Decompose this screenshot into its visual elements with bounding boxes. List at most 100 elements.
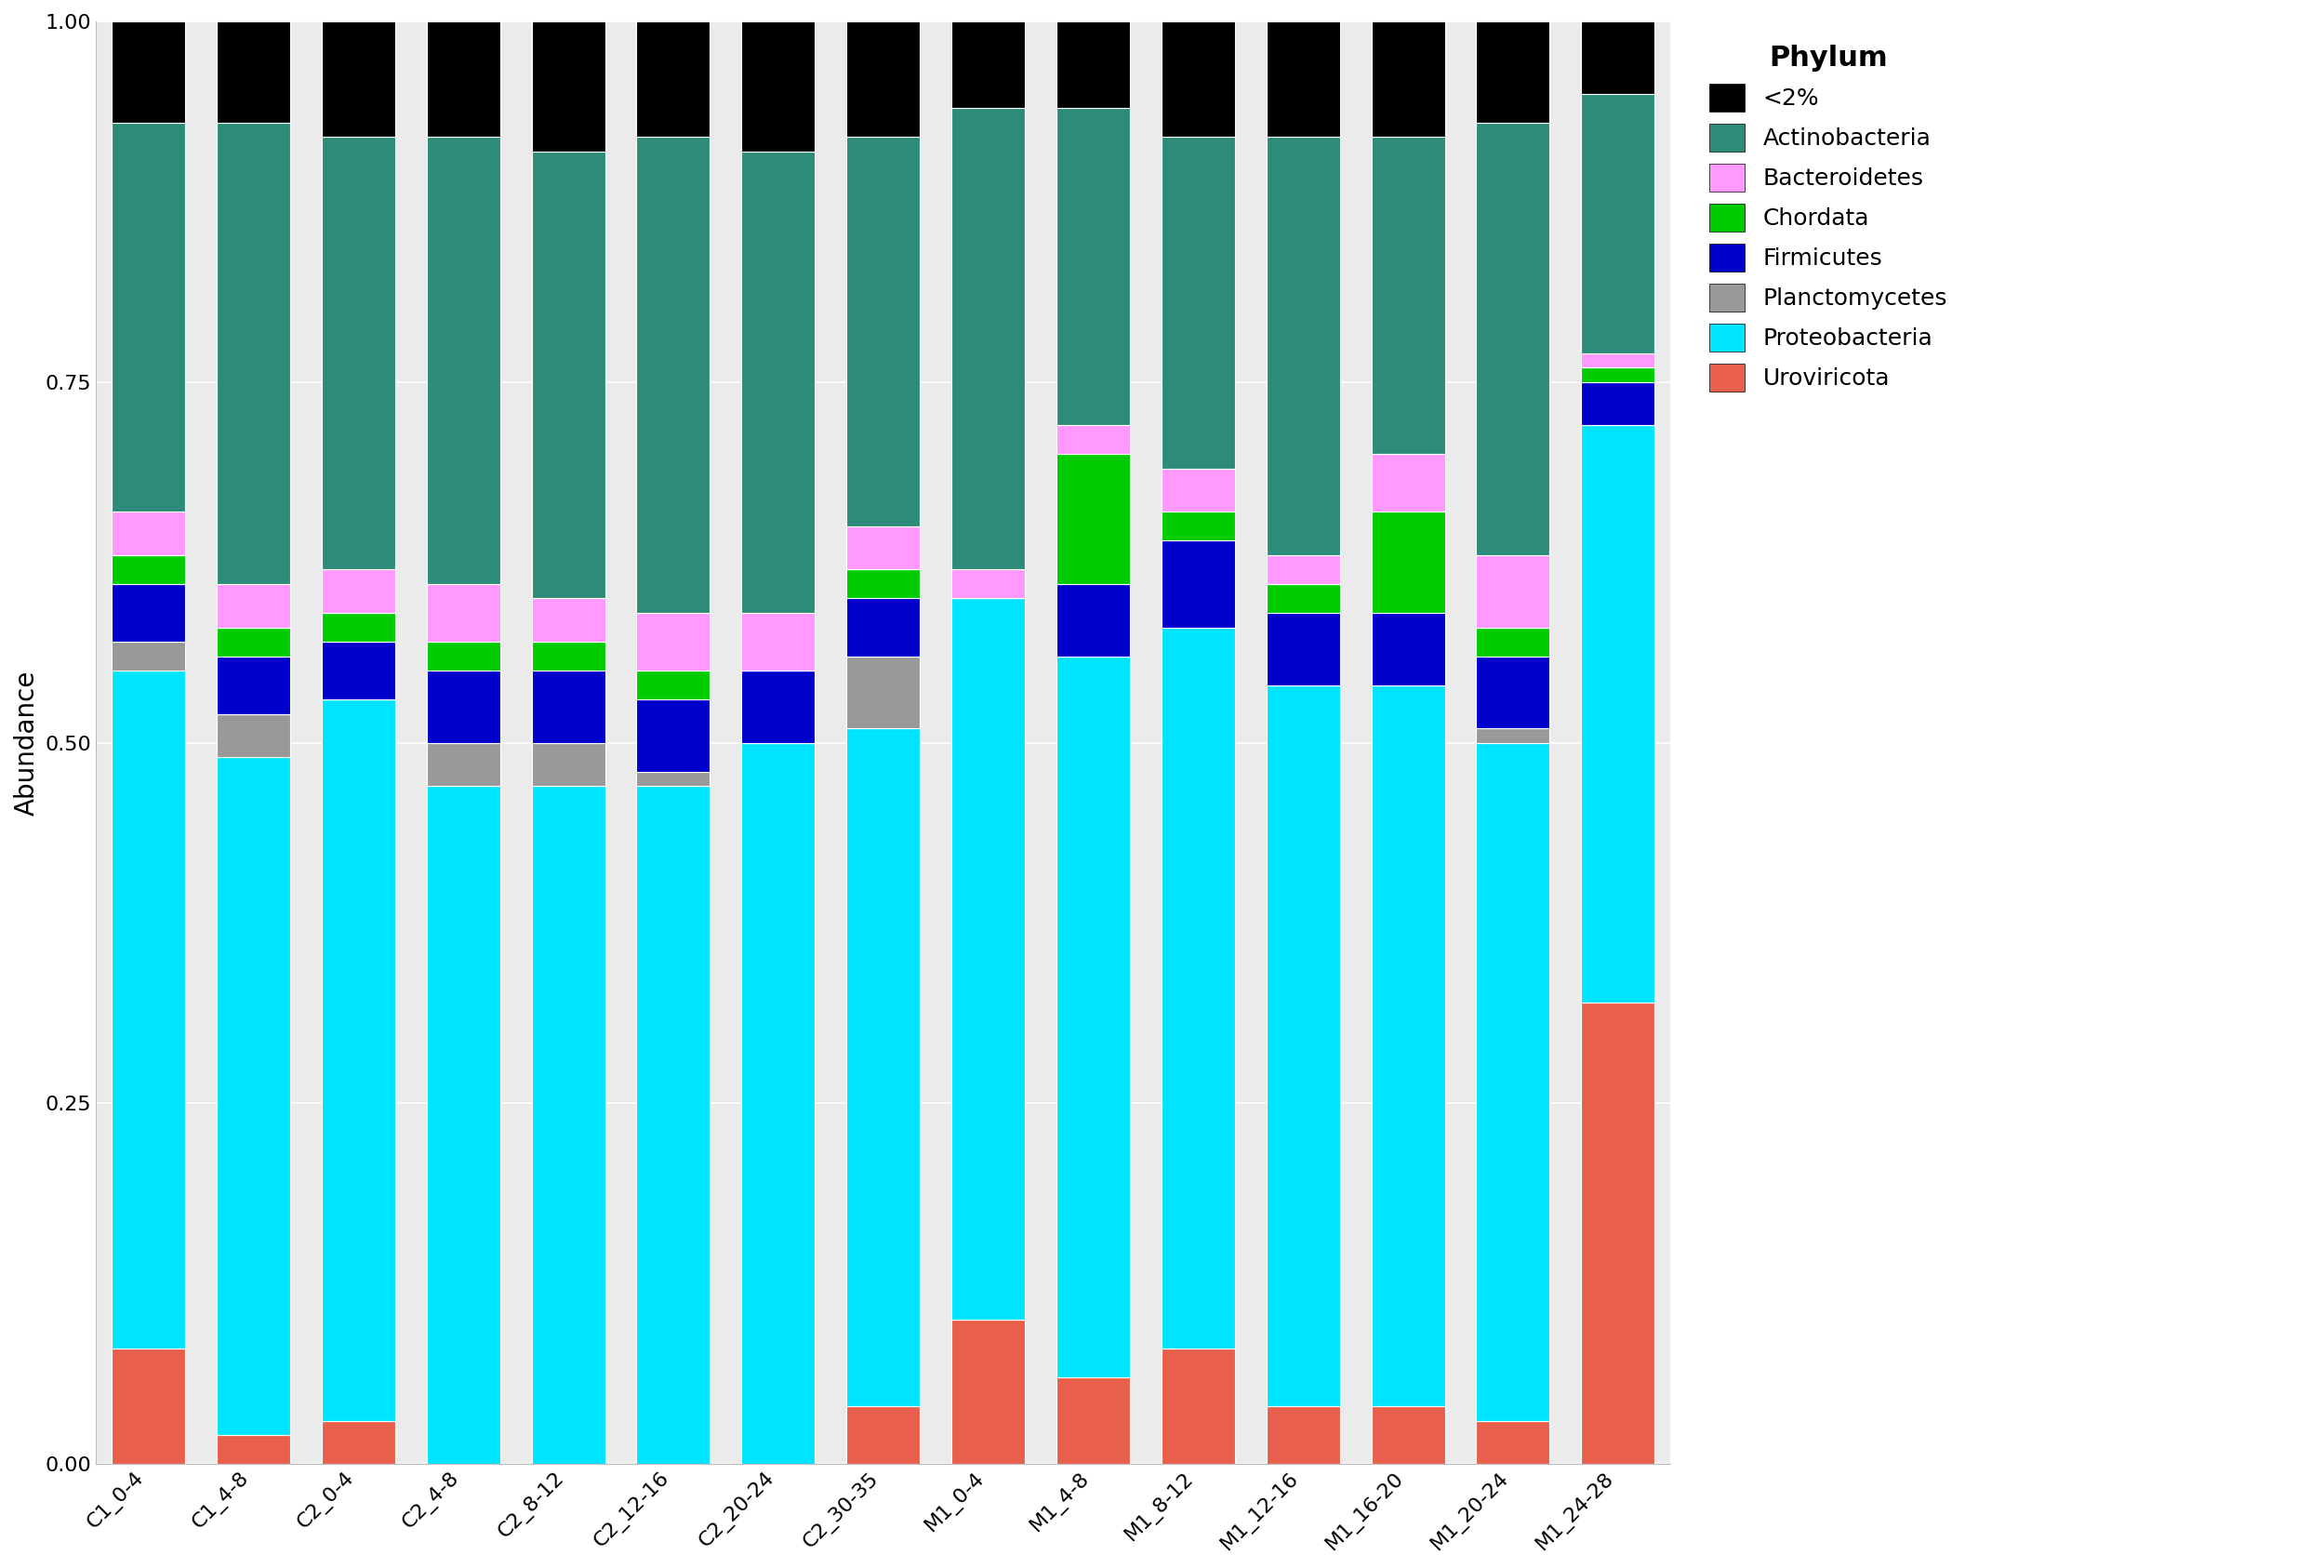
- Bar: [216, 627, 290, 655]
- Bar: [637, 136, 711, 613]
- Bar: [1057, 655, 1129, 1377]
- Bar: [216, 583, 290, 627]
- Bar: [1162, 511, 1234, 541]
- Bar: [532, 786, 604, 1465]
- Bar: [532, 671, 604, 743]
- Bar: [1057, 583, 1129, 655]
- Bar: [846, 22, 920, 136]
- Bar: [846, 136, 920, 527]
- Bar: [951, 569, 1025, 599]
- Bar: [951, 22, 1025, 108]
- Bar: [112, 671, 186, 1348]
- Bar: [1476, 1421, 1550, 1465]
- Legend: <2%, Actinobacteria, Bacteroidetes, Chordata, Firmicutes, Planctomycetes, Proteo: <2%, Actinobacteria, Bacteroidetes, Chor…: [1699, 33, 1959, 403]
- Bar: [428, 583, 500, 641]
- Bar: [1162, 136, 1234, 469]
- Bar: [112, 1348, 186, 1465]
- Bar: [1162, 469, 1234, 511]
- Bar: [216, 1435, 290, 1465]
- Bar: [112, 555, 186, 583]
- Bar: [1371, 511, 1446, 613]
- Bar: [216, 757, 290, 1435]
- Bar: [741, 151, 816, 613]
- Bar: [1580, 425, 1655, 1002]
- Bar: [1057, 425, 1129, 455]
- Y-axis label: Abundance: Abundance: [14, 670, 40, 815]
- Bar: [1162, 22, 1234, 136]
- Bar: [532, 22, 604, 151]
- Bar: [1580, 367, 1655, 383]
- Bar: [321, 641, 395, 699]
- Bar: [428, 786, 500, 1465]
- Bar: [951, 599, 1025, 1320]
- Bar: [1371, 613, 1446, 685]
- Bar: [532, 599, 604, 641]
- Bar: [1580, 353, 1655, 367]
- Bar: [532, 743, 604, 786]
- Bar: [112, 583, 186, 641]
- Bar: [637, 771, 711, 786]
- Bar: [1162, 627, 1234, 1348]
- Bar: [741, 613, 816, 671]
- Bar: [1371, 455, 1446, 511]
- Bar: [1267, 22, 1341, 136]
- Bar: [846, 728, 920, 1406]
- Bar: [1580, 383, 1655, 425]
- Bar: [1057, 22, 1129, 108]
- Bar: [112, 22, 186, 122]
- Bar: [846, 527, 920, 569]
- Bar: [216, 655, 290, 713]
- Bar: [1476, 728, 1550, 743]
- Bar: [1371, 685, 1446, 1406]
- Bar: [1371, 22, 1446, 136]
- Bar: [1267, 136, 1341, 555]
- Bar: [1162, 541, 1234, 627]
- Bar: [321, 22, 395, 136]
- Bar: [321, 136, 395, 569]
- Bar: [1267, 685, 1341, 1406]
- Bar: [216, 713, 290, 757]
- Bar: [1371, 1406, 1446, 1465]
- Bar: [112, 511, 186, 555]
- Bar: [428, 641, 500, 671]
- Bar: [321, 613, 395, 641]
- Bar: [846, 655, 920, 728]
- Bar: [428, 136, 500, 583]
- Bar: [951, 108, 1025, 569]
- Bar: [741, 743, 816, 1465]
- Bar: [532, 151, 604, 599]
- Bar: [216, 122, 290, 583]
- Bar: [428, 743, 500, 786]
- Bar: [1476, 122, 1550, 555]
- Bar: [1580, 94, 1655, 353]
- Bar: [1476, 22, 1550, 122]
- Bar: [428, 671, 500, 743]
- Bar: [1057, 1377, 1129, 1465]
- Bar: [1371, 136, 1446, 455]
- Bar: [1162, 1348, 1234, 1465]
- Bar: [1057, 108, 1129, 425]
- Bar: [1267, 555, 1341, 583]
- Bar: [741, 22, 816, 151]
- Bar: [1476, 555, 1550, 627]
- Bar: [637, 786, 711, 1465]
- Bar: [321, 1421, 395, 1465]
- Bar: [846, 599, 920, 655]
- Bar: [321, 569, 395, 613]
- Bar: [1580, 22, 1655, 94]
- Bar: [846, 1406, 920, 1465]
- Bar: [216, 22, 290, 122]
- Bar: [1476, 627, 1550, 655]
- Bar: [637, 671, 711, 699]
- Bar: [112, 641, 186, 671]
- Bar: [741, 671, 816, 743]
- Bar: [321, 699, 395, 1421]
- Bar: [637, 613, 711, 671]
- Bar: [1476, 655, 1550, 728]
- Bar: [637, 22, 711, 136]
- Bar: [951, 1320, 1025, 1465]
- Bar: [112, 122, 186, 511]
- Bar: [1267, 583, 1341, 613]
- Bar: [846, 569, 920, 599]
- Bar: [1476, 743, 1550, 1421]
